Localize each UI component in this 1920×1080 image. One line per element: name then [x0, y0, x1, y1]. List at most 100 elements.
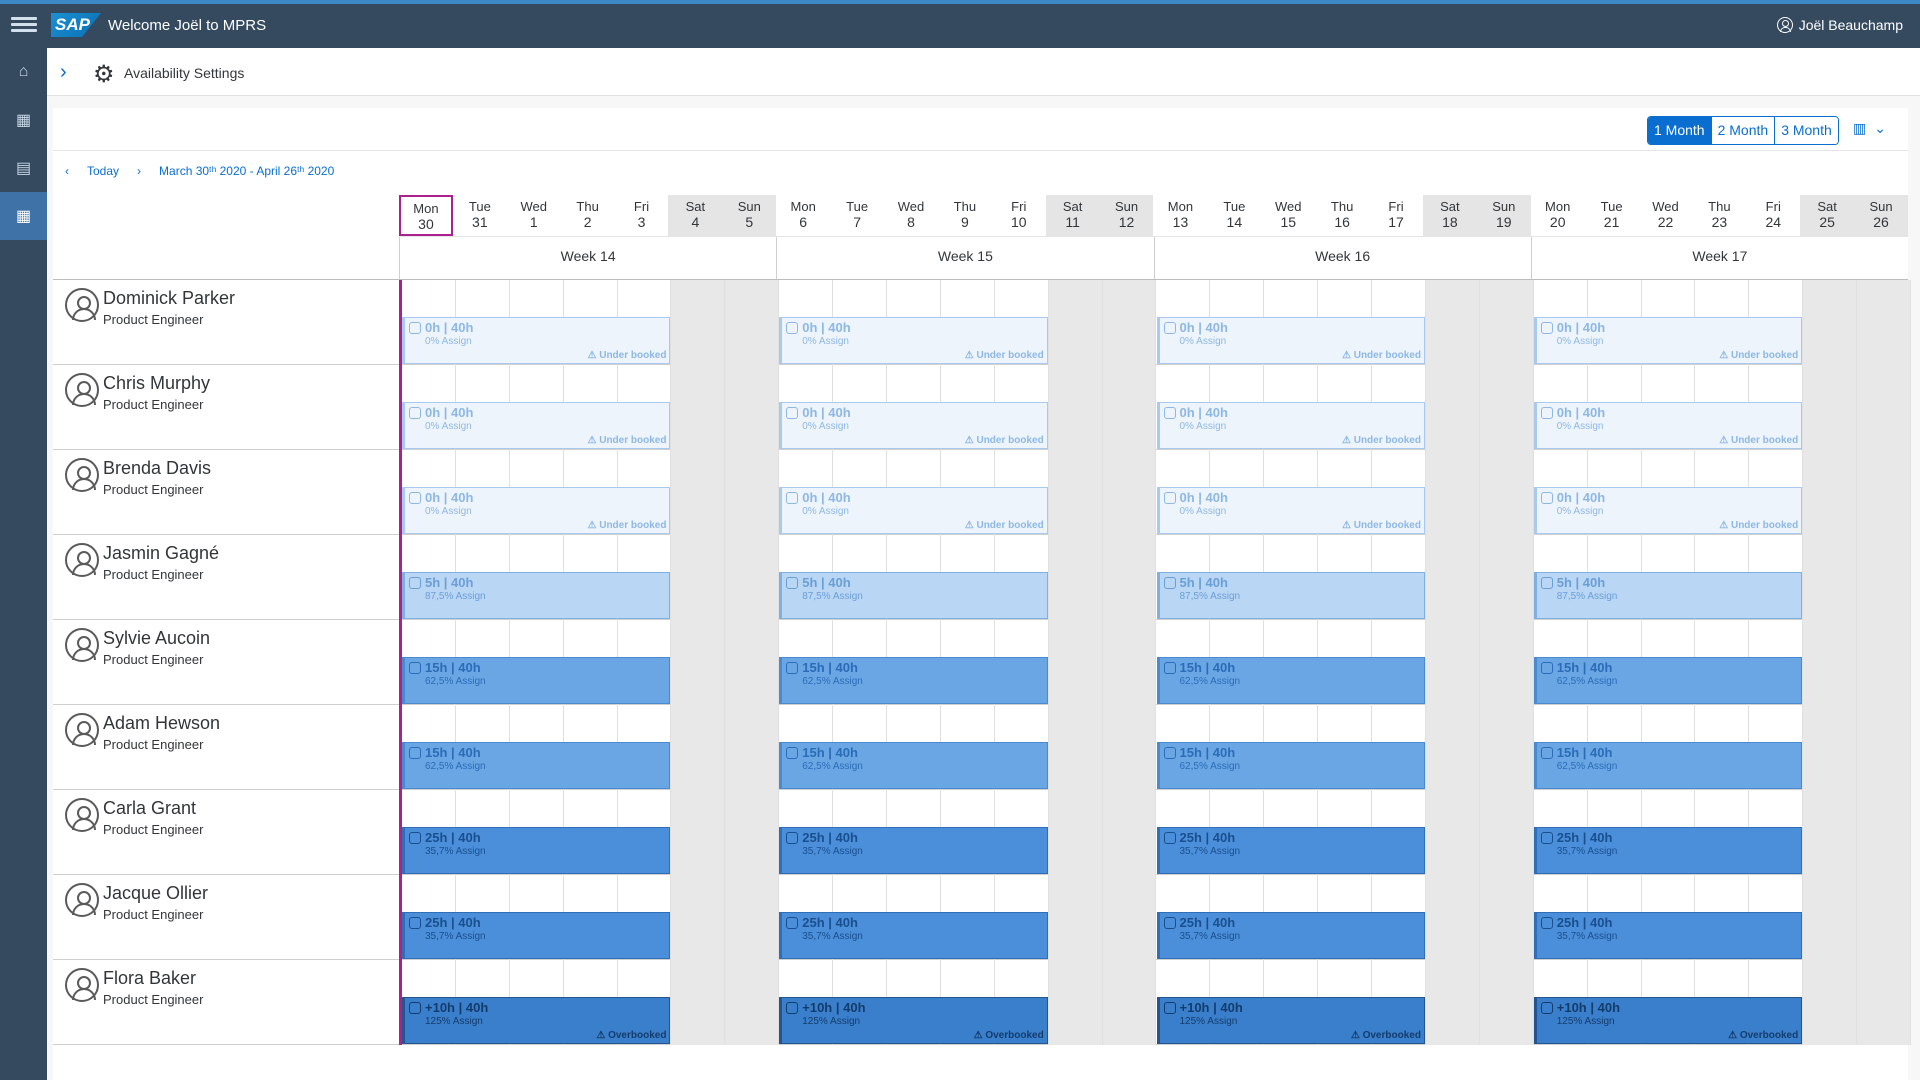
- day-header-fri-10[interactable]: Fri 10: [991, 195, 1046, 236]
- day-cell[interactable]: [1803, 450, 1858, 535]
- day-cell[interactable]: [1102, 280, 1157, 365]
- day-cell[interactable]: [1479, 620, 1534, 705]
- day-cell[interactable]: [1048, 960, 1103, 1045]
- assignment-bar[interactable]: 0h | 40h 0% Assign ⚠ Under booked: [779, 317, 1048, 364]
- day-cell[interactable]: [1803, 875, 1858, 960]
- calendar-active-icon[interactable]: ▦: [0, 192, 47, 240]
- person-info[interactable]: Chris Murphy Product Engineer: [65, 373, 385, 433]
- assignment-bar[interactable]: 5h | 40h 87,5% Assign: [402, 572, 671, 619]
- day-cell[interactable]: [1749, 705, 1804, 790]
- day-cell[interactable]: [725, 365, 780, 450]
- assignment-bar[interactable]: 0h | 40h 0% Assign ⚠ Under booked: [402, 317, 671, 364]
- day-cell[interactable]: [1857, 705, 1911, 790]
- day-header-thu-2[interactable]: Thu 2: [560, 195, 615, 236]
- day-cell[interactable]: [1102, 790, 1157, 875]
- day-cell[interactable]: [1479, 365, 1534, 450]
- day-cell[interactable]: [671, 620, 726, 705]
- day-cell[interactable]: [1372, 365, 1426, 450]
- day-cell[interactable]: [618, 280, 672, 365]
- day-cell[interactable]: [725, 705, 780, 790]
- assignment-bar[interactable]: 25h | 40h 35,7% Assign: [779, 912, 1048, 959]
- day-header-fri-24[interactable]: Fri 24: [1746, 195, 1801, 236]
- day-header-sat-25[interactable]: Sat 25: [1800, 195, 1855, 236]
- assignment-bar[interactable]: +10h | 40h 125% Assign ⚠ Overbooked: [1533, 997, 1803, 1044]
- person-info[interactable]: Dominick Parker Product Engineer: [65, 288, 385, 348]
- day-header-fri-3[interactable]: Fri 3: [614, 195, 669, 236]
- day-cell[interactable]: [1102, 365, 1157, 450]
- day-header-tue-21[interactable]: Tue 21: [1584, 195, 1639, 236]
- assignment-bar[interactable]: +10h | 40h 125% Assign ⚠ Overbooked: [1156, 997, 1425, 1044]
- day-header-tue-14[interactable]: Tue 14: [1207, 195, 1262, 236]
- day-cell[interactable]: [1102, 535, 1157, 620]
- day-cell[interactable]: [1749, 960, 1804, 1045]
- assignment-bar[interactable]: 15h | 40h 62,5% Assign: [1533, 742, 1803, 789]
- assignment-bar[interactable]: 0h | 40h 0% Assign ⚠ Under booked: [1533, 402, 1803, 449]
- day-cell[interactable]: [725, 535, 780, 620]
- day-cell[interactable]: [995, 620, 1049, 705]
- day-header-mon-30[interactable]: Mon 30: [399, 195, 453, 236]
- assignment-bar[interactable]: 15h | 40h 62,5% Assign: [1533, 657, 1803, 704]
- day-cell[interactable]: [618, 620, 672, 705]
- day-cell[interactable]: [1048, 790, 1103, 875]
- day-cell[interactable]: [1425, 875, 1480, 960]
- assignment-bar[interactable]: 25h | 40h 35,7% Assign: [402, 827, 671, 874]
- person-info[interactable]: Sylvie Aucoin Product Engineer: [65, 628, 385, 688]
- assignment-bar[interactable]: 25h | 40h 35,7% Assign: [1156, 827, 1425, 874]
- day-header-thu-9[interactable]: Thu 9: [937, 195, 992, 236]
- day-cell[interactable]: [1803, 535, 1858, 620]
- day-cell[interactable]: [1857, 620, 1911, 705]
- day-cell[interactable]: [1048, 705, 1103, 790]
- assignment-bar[interactable]: 0h | 40h 0% Assign ⚠ Under booked: [1156, 487, 1425, 534]
- day-cell[interactable]: [1425, 620, 1480, 705]
- day-cell[interactable]: [1749, 790, 1804, 875]
- day-header-wed-15[interactable]: Wed 15: [1261, 195, 1316, 236]
- day-cell[interactable]: [1372, 875, 1426, 960]
- day-header-mon-6[interactable]: Mon 6: [776, 195, 831, 236]
- assignment-bar[interactable]: 0h | 40h 0% Assign ⚠ Under booked: [779, 402, 1048, 449]
- day-cell[interactable]: [1372, 280, 1426, 365]
- day-cell[interactable]: [671, 960, 726, 1045]
- day-cell[interactable]: [1048, 620, 1103, 705]
- day-cell[interactable]: [1479, 705, 1534, 790]
- assignment-bar[interactable]: 0h | 40h 0% Assign ⚠ Under booked: [1533, 487, 1803, 534]
- assignment-bar[interactable]: 0h | 40h 0% Assign ⚠ Under booked: [779, 487, 1048, 534]
- day-cell[interactable]: [1803, 960, 1858, 1045]
- day-cell[interactable]: [995, 790, 1049, 875]
- day-cell[interactable]: [1479, 535, 1534, 620]
- day-cell[interactable]: [671, 705, 726, 790]
- day-cell[interactable]: [1857, 535, 1911, 620]
- day-cell[interactable]: [1479, 875, 1534, 960]
- day-cell[interactable]: [725, 875, 780, 960]
- day-cell[interactable]: [1857, 875, 1911, 960]
- day-cell[interactable]: [995, 535, 1049, 620]
- day-cell[interactable]: [1749, 535, 1804, 620]
- person-info[interactable]: Brenda Davis Product Engineer: [65, 458, 385, 518]
- day-header-sat-18[interactable]: Sat 18: [1422, 195, 1477, 236]
- view-2-month-button[interactable]: 2 Month: [1711, 117, 1776, 144]
- day-header-tue-31[interactable]: Tue 31: [452, 195, 507, 236]
- day-cell[interactable]: [1102, 450, 1157, 535]
- user-menu[interactable]: Joël Beauchamp: [1776, 17, 1903, 33]
- day-cell[interactable]: [995, 365, 1049, 450]
- day-cell[interactable]: [1749, 365, 1804, 450]
- day-cell[interactable]: [1857, 365, 1911, 450]
- day-cell[interactable]: [618, 450, 672, 535]
- today-link[interactable]: Today: [87, 164, 120, 178]
- day-cell[interactable]: [995, 960, 1049, 1045]
- day-cell[interactable]: [1102, 705, 1157, 790]
- day-cell[interactable]: [671, 450, 726, 535]
- day-cell[interactable]: [1102, 620, 1157, 705]
- hamburger-menu-icon[interactable]: [11, 14, 37, 38]
- day-header-sun-5[interactable]: Sun 5: [722, 195, 777, 236]
- assignment-bar[interactable]: 15h | 40h 62,5% Assign: [402, 742, 671, 789]
- day-cell[interactable]: [1803, 365, 1858, 450]
- day-cell[interactable]: [671, 790, 726, 875]
- day-cell[interactable]: [1857, 450, 1911, 535]
- person-info[interactable]: Adam Hewson Product Engineer: [65, 713, 385, 773]
- day-cell[interactable]: [1857, 960, 1911, 1045]
- assignment-bar[interactable]: 25h | 40h 35,7% Assign: [1156, 912, 1425, 959]
- day-cell[interactable]: [995, 705, 1049, 790]
- day-header-wed-1[interactable]: Wed 1: [506, 195, 561, 236]
- home-icon[interactable]: ⌂: [18, 63, 29, 80]
- day-cell[interactable]: [1048, 535, 1103, 620]
